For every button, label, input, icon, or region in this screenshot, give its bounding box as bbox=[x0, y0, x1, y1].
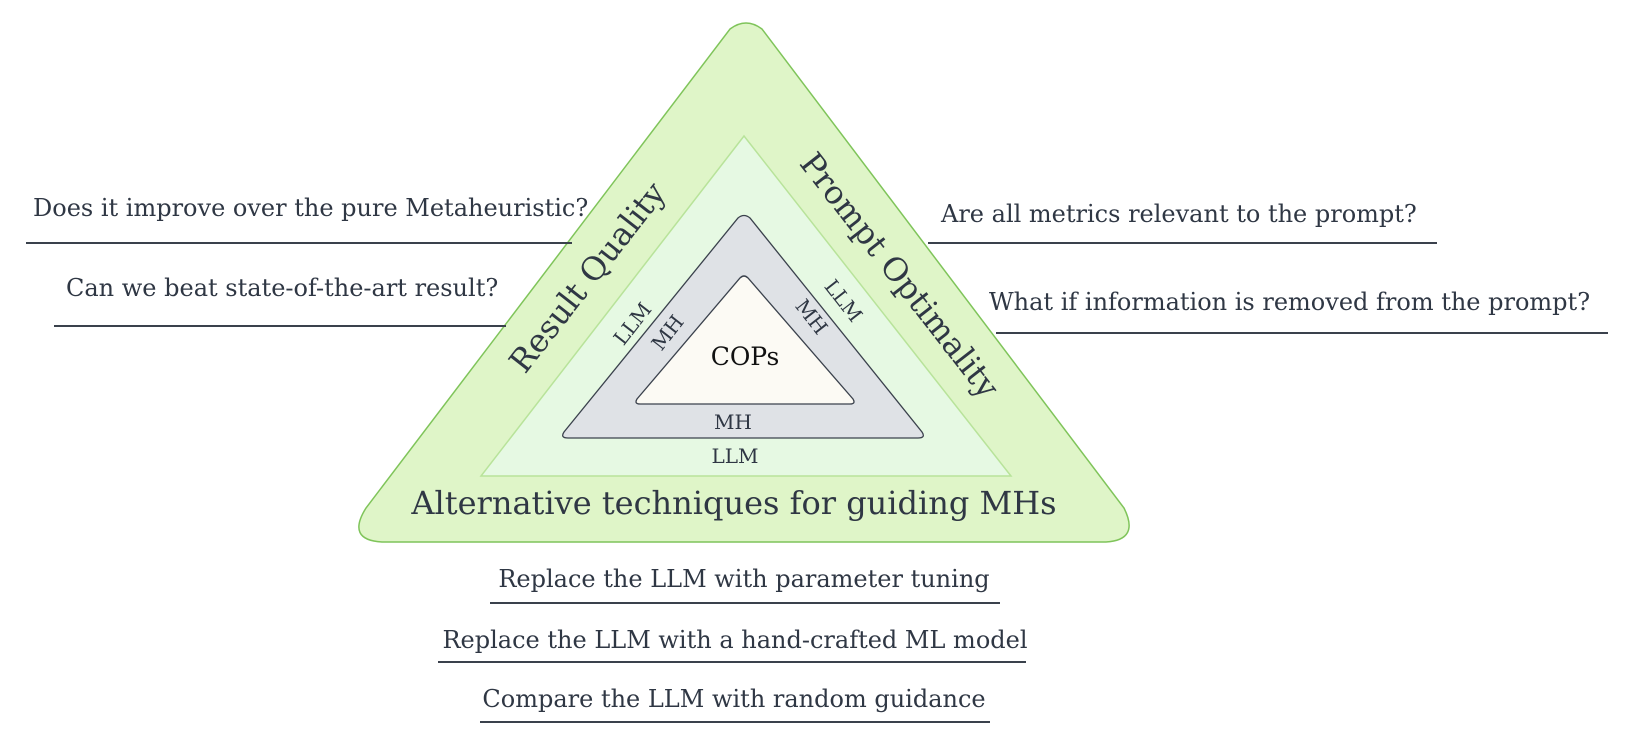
question-right-1: Are all metrics relevant to the prompt? bbox=[940, 200, 1417, 228]
center-label: COPs bbox=[711, 342, 780, 371]
question-left-1: Does it improve over the pure Metaheuris… bbox=[33, 194, 588, 222]
inner-bottom-label: MH bbox=[714, 410, 752, 434]
side-label-alternative-techniques: Alternative techniques for guiding MHs bbox=[410, 484, 1056, 522]
question-right-2: What if information is removed from the … bbox=[989, 288, 1590, 316]
question-bottom-1: Replace the LLM with parameter tuning bbox=[498, 565, 989, 593]
question-left-2: Can we beat state-of-the-art result? bbox=[66, 274, 498, 302]
question-bottom-2: Replace the LLM with a hand-crafted ML m… bbox=[442, 626, 1027, 654]
center-triangle bbox=[635, 275, 855, 405]
middle-bottom-label: LLM bbox=[711, 444, 758, 468]
question-bottom-3: Compare the LLM with random guidance bbox=[482, 685, 985, 713]
